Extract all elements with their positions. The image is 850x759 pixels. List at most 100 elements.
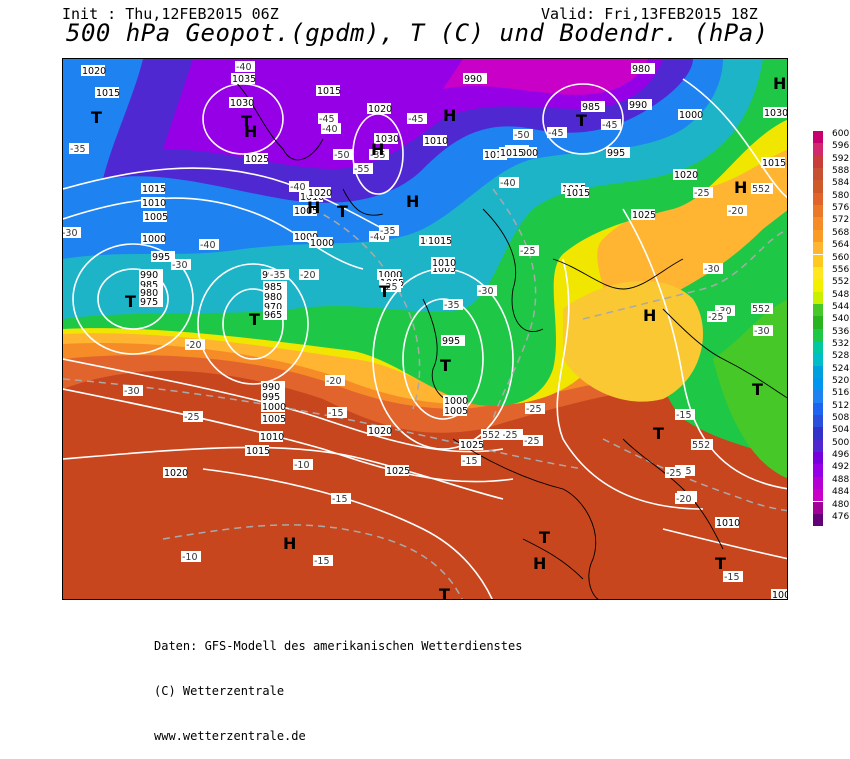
high-pressure-symbol: H: [244, 122, 257, 141]
pressure-label-bg: [628, 99, 652, 110]
pressure-label-bg: [229, 97, 253, 108]
low-pressure-symbol: T: [379, 282, 390, 301]
pressure-label: 1025: [245, 154, 269, 165]
pressure-label: 1010: [432, 258, 456, 269]
temperature-label: -35: [380, 226, 396, 237]
temperature-label-bg: [235, 61, 255, 72]
low-pressure-symbol: T: [91, 108, 102, 127]
low-pressure-symbol: T: [439, 585, 450, 600]
high-pressure-symbol: H: [773, 74, 786, 93]
high-pressure-symbol: H: [533, 554, 546, 573]
legend-label: 536: [832, 326, 850, 337]
pressure-label: 1005: [144, 212, 168, 223]
legend-swatch: [813, 266, 823, 280]
pressure-label: 990: [464, 74, 482, 85]
pressure-label: 1010: [142, 198, 166, 209]
pressure-label-bg: [499, 147, 523, 158]
temperature-label: -15: [332, 494, 348, 505]
pressure-label: 1020: [164, 468, 188, 479]
legend-swatch: [813, 180, 823, 193]
color-legend: 600 596 592 588 584 580 576 572 568 564 560 556 552 5…: [808, 129, 850, 527]
temperature-label: -40: [370, 232, 386, 243]
legend-swatch: [813, 155, 823, 169]
temperature-label-bg: [525, 403, 545, 414]
temperature-label: -25: [526, 404, 542, 415]
legend-label: 508: [832, 413, 850, 424]
pressure-label-bg: [259, 431, 283, 442]
pressure-label-bg: [261, 381, 285, 392]
temperature-label: -20: [186, 340, 202, 351]
pressure-label: 1015: [142, 184, 166, 195]
temperature-label-bg: [325, 375, 345, 386]
pressure-label-bg: [163, 467, 187, 478]
legend-swatch: [813, 254, 823, 267]
legend-swatch: [813, 316, 823, 329]
pressure-label-bg: [293, 231, 317, 242]
legend-swatch: [813, 439, 823, 453]
footer-url[interactable]: www.wetterzentrale.de: [154, 729, 306, 743]
pressure-label-bg: [441, 335, 465, 346]
contour-552-bg: [751, 183, 773, 194]
pressure-label-bg: [673, 169, 697, 180]
legend-label: 484: [832, 487, 850, 498]
pressure-label-bg: [263, 291, 287, 302]
legend-label: 552: [832, 277, 850, 288]
legend-label: 480: [832, 499, 850, 510]
legend-label: 560: [832, 252, 850, 263]
legend-label: 492: [832, 462, 850, 473]
pressure-label-bg: [81, 65, 105, 76]
temperature-label-bg: [753, 325, 773, 336]
low-pressure-symbol: T: [125, 292, 136, 311]
temperature-label: -40: [236, 62, 252, 73]
pressure-label: 1020: [674, 170, 698, 181]
pressure-label-bg: [139, 269, 163, 280]
legend-label: 532: [832, 338, 850, 349]
legend-swatch: [813, 143, 823, 156]
low-pressure-symbol: T: [249, 310, 260, 329]
pressure-label-bg: [761, 157, 785, 168]
contour-552-label: 552: [752, 184, 770, 195]
pressure-label-bg: [463, 73, 487, 84]
pressure-label-bg: [141, 233, 165, 244]
temperature-label: -15: [328, 408, 344, 419]
pressure-label: 980: [632, 64, 650, 75]
temperature-label-bg: [715, 305, 735, 316]
pressure-label-bg: [263, 301, 287, 312]
pressure-label: 990: [629, 100, 647, 111]
pressure-label: 1005: [772, 590, 788, 600]
legend-label: 572: [832, 215, 850, 226]
contour-552-bg: [691, 439, 713, 450]
legend-swatch: [813, 217, 823, 230]
pressure-label-bg: [307, 187, 331, 198]
pressure-label: 1015: [428, 236, 452, 247]
pressure-label: 995: [152, 252, 170, 263]
pressure-label-bg: [459, 439, 483, 450]
low-pressure-symbol: T: [653, 424, 664, 443]
temperature-label-bg: [693, 187, 713, 198]
temperature-label-bg: [333, 149, 353, 160]
pressure-label: 1030: [764, 108, 788, 119]
legend-label: 488: [832, 474, 850, 485]
pressure-label: 985: [140, 280, 158, 291]
temperature-label-bg: [318, 113, 338, 124]
contour-552-label: 552: [482, 430, 500, 441]
temperature-label: -15: [724, 572, 740, 583]
temperature-label-bg: [63, 227, 81, 238]
pressure-label-bg: [139, 279, 163, 290]
high-pressure-symbol: H: [643, 306, 656, 325]
temperature-labels: -40-40-45-35-50-55-35-40-45-50 -45-45-40-…: [63, 61, 773, 583]
pressure-label-bg: [367, 103, 391, 114]
temperature-label-bg: [547, 127, 567, 138]
temperature-label: -35: [270, 270, 286, 281]
legend-swatch: [813, 242, 823, 255]
high-pressure-symbol: H: [283, 534, 296, 553]
temperature-label-bg: [199, 239, 219, 250]
legend-swatch: [813, 192, 823, 206]
legend-swatch: [813, 303, 823, 317]
pressure-label-bg: [431, 263, 455, 274]
temperature-label: -30: [172, 260, 188, 271]
temperature-label: -50: [514, 130, 530, 141]
pressure-label-bg: [771, 589, 787, 599]
temperature-label: -45: [548, 128, 564, 139]
temperature-label-bg: [499, 177, 519, 188]
